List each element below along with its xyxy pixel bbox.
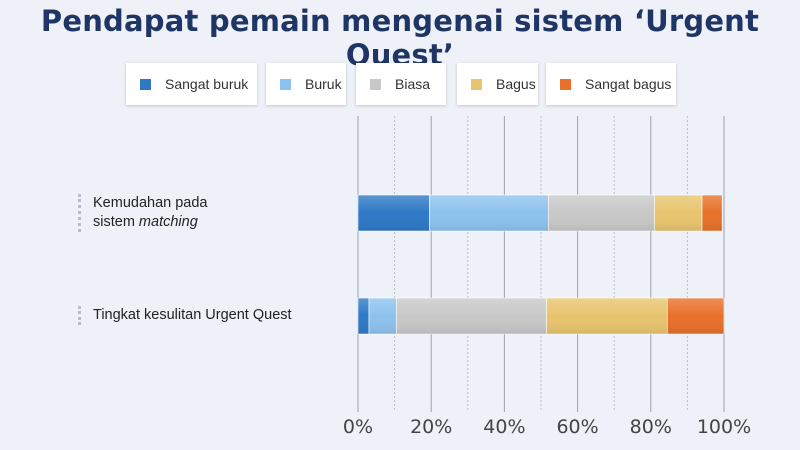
legend-swatch <box>280 78 291 90</box>
bar-segment-shading <box>368 298 397 334</box>
bar-segment-shading <box>358 195 430 231</box>
category-label-prefix: sistem <box>93 214 139 230</box>
legend-item-sangat-bagus: Sangat bagus <box>546 63 676 105</box>
legend-label: Sangat buruk <box>165 76 249 92</box>
category-label-line1: Kemudahan pada <box>93 195 208 211</box>
category-label-line1: Tingkat kesulitan Urgent Quest <box>93 307 292 323</box>
legend-item-biasa: Biasa <box>356 63 446 105</box>
x-tick-label: 80% <box>630 416 672 438</box>
legend: Sangat buruk Buruk Biasa Bagus Sangat ba… <box>0 63 800 107</box>
legend-label: Biasa <box>395 76 431 92</box>
legend-swatch <box>370 78 381 90</box>
bar-segment-shading <box>429 195 549 231</box>
x-axis-ticks: 0% 20% 40% 60% 80% 100% <box>343 416 751 438</box>
gridlines <box>357 116 725 412</box>
legend-label: Buruk <box>305 76 342 92</box>
category-label-line2: sistem matching <box>93 213 208 232</box>
legend-swatch <box>140 78 151 90</box>
legend-item-bagus: Bagus <box>457 63 538 105</box>
x-tick-label: 20% <box>410 416 452 438</box>
category-label-matching: Kemudahan pada sistem matching <box>78 194 208 232</box>
x-tick-label: 100% <box>697 416 751 438</box>
bars <box>357 194 725 335</box>
legend-item-sangat-buruk: Sangat buruk <box>126 63 257 105</box>
bar-segment-shading <box>358 298 369 334</box>
bar-segment-shading <box>546 298 668 334</box>
bar-segment-shading <box>667 298 724 334</box>
bar-segment-shading <box>702 195 723 231</box>
legend-item-buruk: Buruk <box>266 63 346 105</box>
x-tick-label: 40% <box>483 416 525 438</box>
x-tick-label: 60% <box>556 416 598 438</box>
legend-swatch <box>471 78 482 90</box>
category-label-difficulty: Tingkat kesulitan Urgent Quest <box>78 306 292 325</box>
bar-segment-shading <box>396 298 547 334</box>
legend-label: Sangat bagus <box>585 76 672 92</box>
category-label-italic: matching <box>138 214 198 230</box>
bar-segment-shading <box>548 195 655 231</box>
legend-swatch <box>560 78 571 90</box>
x-tick-label: 0% <box>343 416 373 438</box>
chart-title: Pendapat pemain mengenai sistem ‘Urgent … <box>40 4 760 72</box>
legend-label: Bagus <box>496 76 536 92</box>
bar-segment-shading <box>654 195 703 231</box>
